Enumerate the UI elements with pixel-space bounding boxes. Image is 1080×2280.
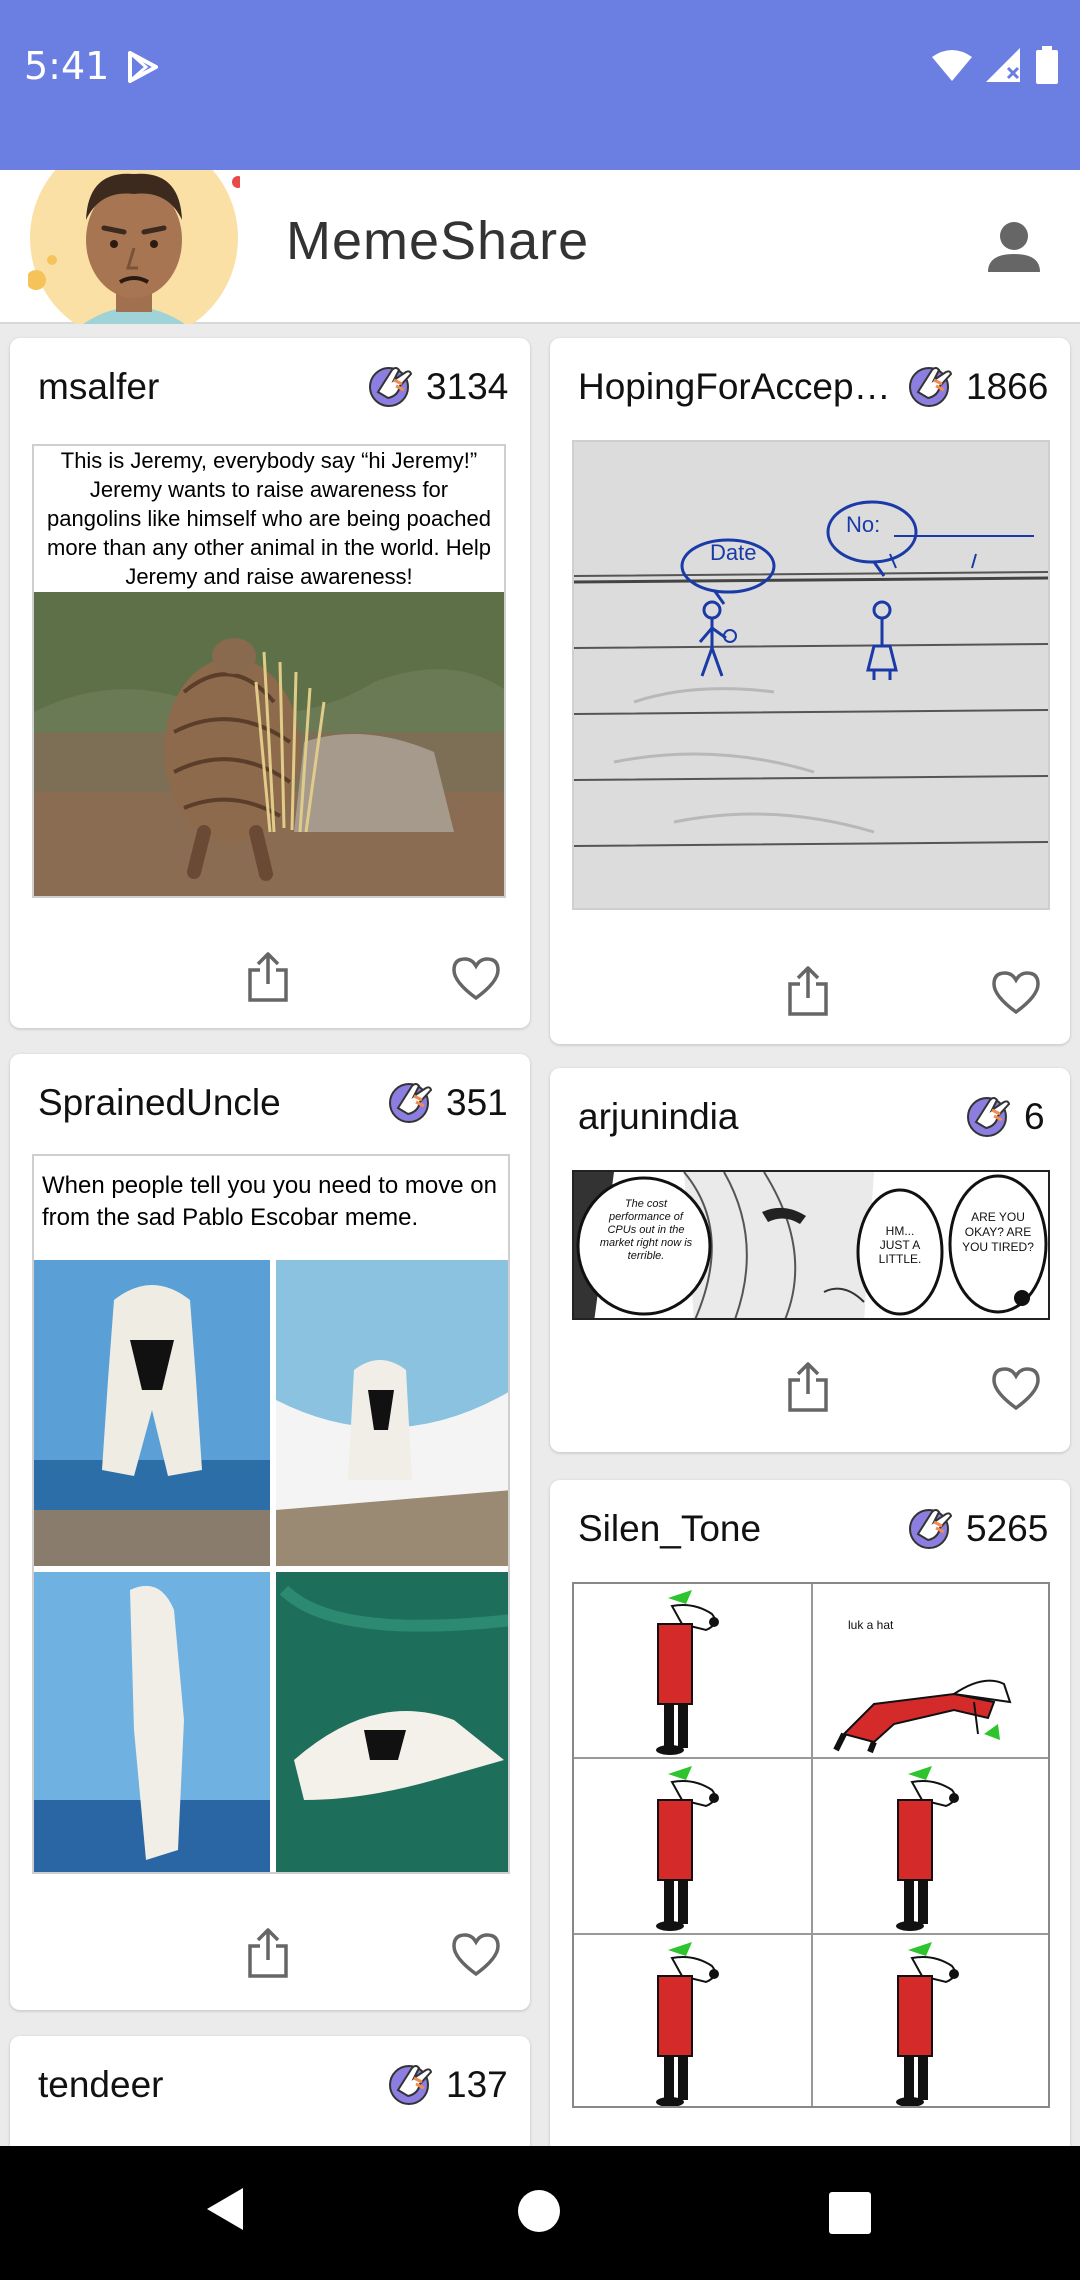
meme-feed[interactable]: msalfer 3134 This is Jeremy, everybody s… <box>0 324 1080 2146</box>
share-icon[interactable] <box>786 964 830 1016</box>
speech-bubble: ARE YOU OKAY? ARE YOU TIRED? <box>962 1210 1034 1254</box>
clap-icon[interactable] <box>908 362 954 408</box>
meme-image[interactable]: When people tell you you need to move on… <box>32 1154 510 1874</box>
wifi-icon <box>932 50 972 81</box>
clap-icon[interactable] <box>388 2060 434 2106</box>
card-username[interactable]: HopingForAccep… <box>578 366 891 407</box>
clap-count: 351 <box>446 1082 508 1123</box>
meme-card[interactable]: tendeer 137 <box>10 2036 530 2146</box>
meme-caption: When people tell you you need to move on… <box>34 1156 508 1260</box>
meme-card[interactable]: SprainedUncle 351 When people tell you y… <box>10 1054 530 2010</box>
back-icon[interactable] <box>205 2186 245 2232</box>
recents-icon[interactable] <box>829 2192 871 2234</box>
clap-count: 6 <box>1024 1096 1045 1137</box>
user-avatar[interactable] <box>28 170 240 324</box>
clap-count: 5265 <box>966 1508 1049 1549</box>
clap-icon[interactable] <box>966 1092 1012 1138</box>
heart-icon[interactable] <box>990 970 1042 1016</box>
clap-icon[interactable] <box>368 362 414 408</box>
meme-image[interactable]: The cost performance of CPUs out in the … <box>572 1170 1050 1320</box>
card-username[interactable]: tendeer <box>38 2064 164 2105</box>
account-icon[interactable] <box>986 220 1042 276</box>
home-icon[interactable] <box>518 2190 560 2232</box>
clap-icon[interactable] <box>908 1504 954 1550</box>
speech-bubble: The cost performance of CPUs out in the … <box>599 1198 693 1262</box>
navigation-bar <box>0 2146 1080 2280</box>
heart-icon[interactable] <box>450 956 502 1002</box>
card-username[interactable]: Silen_Tone <box>578 1508 762 1549</box>
play-store-icon <box>128 51 158 83</box>
signal-icon <box>986 48 1020 82</box>
card-username[interactable]: SprainedUncle <box>38 1082 281 1123</box>
meme-image[interactable]: This is Jeremy, everybody say “hi Jeremy… <box>32 444 506 898</box>
clap-count: 1866 <box>966 366 1049 407</box>
clap-icon[interactable] <box>388 1078 434 1124</box>
card-username[interactable]: msalfer <box>38 366 160 407</box>
share-icon[interactable] <box>246 1926 290 1978</box>
share-icon[interactable] <box>246 950 290 1002</box>
status-time: 5:41 <box>24 44 110 88</box>
clap-count: 3134 <box>426 366 509 407</box>
battery-icon <box>1036 46 1058 84</box>
clap-count: 137 <box>446 2064 508 2105</box>
share-icon[interactable] <box>786 1360 830 1412</box>
speech-bubble: HM... JUST A LITTLE. <box>878 1224 922 1266</box>
meme-card[interactable]: msalfer 3134 This is Jeremy, everybody s… <box>10 338 530 1028</box>
comic-text: luk a hat <box>848 1618 894 1632</box>
note-no: No: <box>846 512 881 537</box>
meme-image[interactable]: Date No: <box>572 440 1050 910</box>
meme-card[interactable]: HopingForAccep… 1866 <box>550 338 1070 1044</box>
heart-icon[interactable] <box>450 1932 502 1978</box>
heart-icon[interactable] <box>990 1366 1042 1412</box>
meme-card[interactable]: Silen_Tone 5265 <box>550 1480 1070 2146</box>
note-date: Date <box>710 540 757 565</box>
meme-card[interactable]: arjunindia 6 The cost performance of CPU… <box>550 1068 1070 1452</box>
meme-caption: This is Jeremy, everybody say “hi Jeremy… <box>34 446 504 592</box>
meme-image[interactable]: luk a hat <box>572 1582 1050 2108</box>
card-username[interactable]: arjunindia <box>578 1096 739 1137</box>
status-bar: 5:41 <box>0 0 1080 170</box>
app-title: MemeShare <box>286 211 590 271</box>
